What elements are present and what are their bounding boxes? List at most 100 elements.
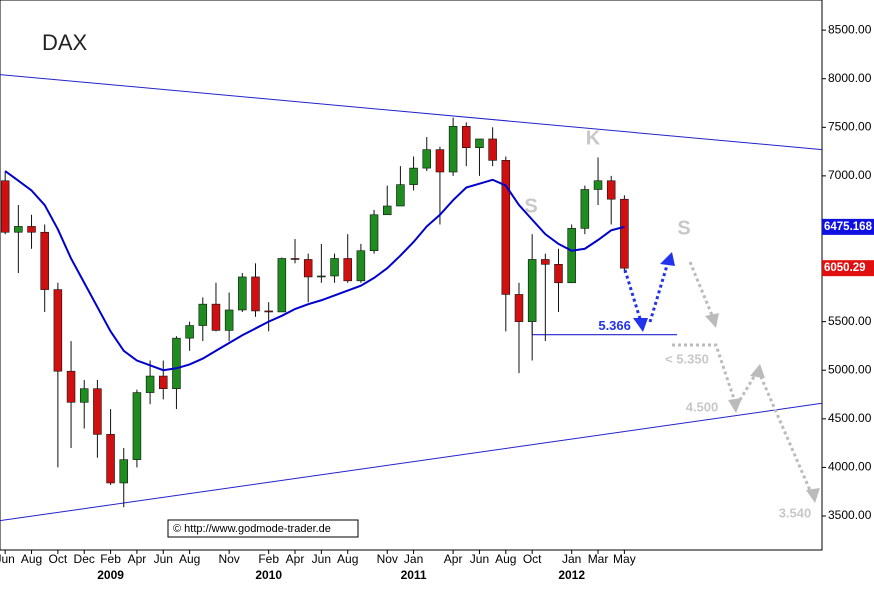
candle-body <box>14 226 23 233</box>
x-tick-label: Jan <box>404 552 423 566</box>
candle-body <box>251 276 260 312</box>
candle-body <box>79 388 89 403</box>
x-tick-label: Aug <box>179 552 200 566</box>
x-tick-label: Feb <box>258 552 279 566</box>
last-value-label: 6475.168 <box>824 221 873 233</box>
chart-title: DAX <box>42 30 88 55</box>
x-tick-label: Oct <box>523 552 542 566</box>
x-tick-label: Jun <box>0 552 15 566</box>
trendline <box>0 402 823 522</box>
copyright-box <box>167 519 359 538</box>
year-label: 2011 <box>401 568 427 582</box>
candle-body <box>317 275 326 278</box>
x-tick-label: Feb <box>100 552 121 566</box>
candle-body <box>277 258 287 313</box>
candle-body <box>435 149 445 173</box>
annotation: 3.540 <box>779 505 812 520</box>
candle-body <box>567 228 576 284</box>
y-tick-label: 7000.00 <box>828 168 872 182</box>
candle-body <box>290 258 300 260</box>
candle-body <box>448 126 458 173</box>
x-tick-label: Apr <box>286 552 305 566</box>
year-label: 2010 <box>255 568 282 582</box>
arrow-heads <box>633 252 820 503</box>
candle-body <box>343 258 352 282</box>
y-tick-label: 3500.00 <box>828 508 872 522</box>
candle-body <box>475 138 484 149</box>
candle-body <box>66 370 76 403</box>
candle-body <box>620 198 629 269</box>
year-label: 2012 <box>558 568 585 582</box>
x-tick-label: May <box>613 552 636 566</box>
support-label: 5.366 <box>598 318 631 333</box>
candle-body <box>501 160 511 295</box>
candle-body <box>541 259 550 265</box>
year-label: 2009 <box>97 568 124 582</box>
candle-body <box>606 180 616 200</box>
candle-body <box>462 126 471 149</box>
x-tick-label: Aug <box>495 552 516 566</box>
moving-average <box>4 170 625 372</box>
trendline <box>0 74 823 151</box>
x-tick-label: Mar <box>588 552 609 566</box>
candle-body <box>238 276 247 311</box>
last-value-box <box>822 218 874 235</box>
y-tick-label: 5500.00 <box>828 314 872 328</box>
candle-body <box>382 205 392 216</box>
x-tick-label: Nov <box>218 552 239 566</box>
candle-body <box>145 375 155 393</box>
x-tick-label: Jun <box>312 552 331 566</box>
candle-body <box>172 337 181 389</box>
x-tick-label: Jun <box>154 552 173 566</box>
candle-body <box>593 180 603 190</box>
candle-body <box>330 258 339 277</box>
annotation: K <box>586 127 601 149</box>
candle-body <box>488 138 497 161</box>
candle-body <box>264 310 273 313</box>
candle-body <box>527 259 537 322</box>
x-tick-label: Dec <box>74 552 95 566</box>
candle-body <box>580 189 590 229</box>
candle-body <box>369 214 379 252</box>
annotation: 4.500 <box>686 399 719 414</box>
last-value-label: 6050.29 <box>824 262 866 274</box>
candle-body <box>303 259 313 278</box>
candle-body <box>53 289 63 372</box>
x-tick-label: Oct <box>49 552 68 566</box>
x-tick-label: Jun <box>470 552 489 566</box>
candle-body <box>0 180 10 233</box>
y-tick-label: 4500.00 <box>828 411 872 425</box>
x-tick-label: Aug <box>337 552 358 566</box>
copyright: © http://www.godmode-trader.de <box>173 523 331 535</box>
y-tick-label: 8000.00 <box>828 71 872 85</box>
candle-body <box>185 325 194 339</box>
x-tick-label: Aug <box>21 552 42 566</box>
candle-body <box>132 392 142 460</box>
y-tick-label: 7500.00 <box>828 119 872 133</box>
y-tick-label: 5000.00 <box>828 362 872 376</box>
candle-body <box>422 149 432 169</box>
annotation: < 5.350 <box>665 351 709 366</box>
x-tick-label: Jan <box>562 552 581 566</box>
candle-body <box>106 434 115 484</box>
y-tick-label: 8500.00 <box>828 22 872 36</box>
projection <box>623 261 814 496</box>
annotation: S <box>677 217 690 239</box>
candle-body <box>159 375 168 389</box>
y-tick-label: 4000.00 <box>828 460 872 474</box>
candle-body <box>211 303 221 331</box>
last-value-box <box>822 260 874 277</box>
candle-body <box>396 184 405 207</box>
candle-body <box>409 167 418 185</box>
candle-body <box>27 226 36 233</box>
candle-body <box>554 264 563 284</box>
x-tick-label: Apr <box>444 552 463 566</box>
x-tick-label: Apr <box>128 552 147 566</box>
annotation: S <box>524 195 537 217</box>
candle-body <box>93 388 102 435</box>
candle-body <box>356 250 366 282</box>
candle-body <box>198 303 208 326</box>
candle-body <box>119 459 128 484</box>
x-tick-label: Nov <box>377 552 398 566</box>
